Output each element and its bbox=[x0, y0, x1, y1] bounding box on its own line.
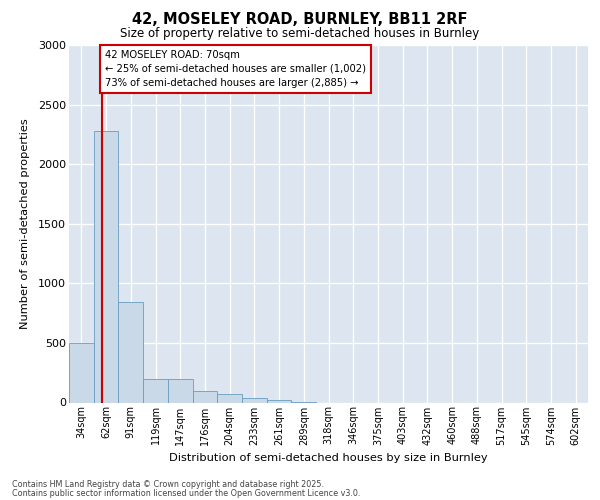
Bar bbox=[143, 378, 168, 402]
Text: Contains HM Land Registry data © Crown copyright and database right 2025.: Contains HM Land Registry data © Crown c… bbox=[12, 480, 324, 489]
Bar bbox=[267, 400, 292, 402]
Bar bbox=[193, 390, 217, 402]
Bar bbox=[217, 394, 242, 402]
Text: 42 MOSELEY ROAD: 70sqm
← 25% of semi-detached houses are smaller (1,002)
73% of : 42 MOSELEY ROAD: 70sqm ← 25% of semi-det… bbox=[105, 50, 366, 88]
Text: Contains public sector information licensed under the Open Government Licence v3: Contains public sector information licen… bbox=[12, 488, 361, 498]
Bar bbox=[94, 131, 118, 402]
Y-axis label: Number of semi-detached properties: Number of semi-detached properties bbox=[20, 118, 30, 329]
Bar bbox=[242, 398, 267, 402]
Bar bbox=[168, 378, 193, 402]
Bar bbox=[69, 343, 94, 402]
Text: Size of property relative to semi-detached houses in Burnley: Size of property relative to semi-detach… bbox=[121, 28, 479, 40]
Text: 42, MOSELEY ROAD, BURNLEY, BB11 2RF: 42, MOSELEY ROAD, BURNLEY, BB11 2RF bbox=[132, 12, 468, 28]
Bar bbox=[118, 302, 143, 402]
X-axis label: Distribution of semi-detached houses by size in Burnley: Distribution of semi-detached houses by … bbox=[169, 453, 488, 463]
